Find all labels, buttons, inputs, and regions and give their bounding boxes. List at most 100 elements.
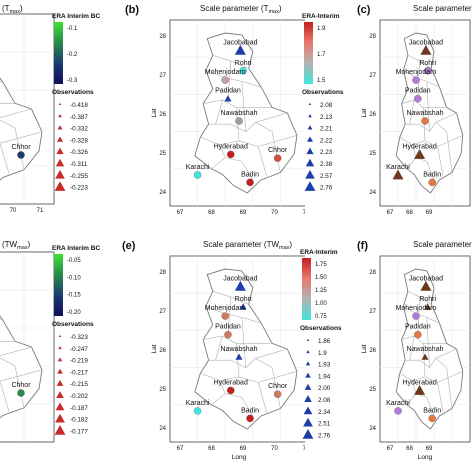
obs-symbol (305, 372, 311, 378)
obs-value: 2.22 (320, 137, 333, 144)
obs-value: 2.23 (320, 149, 333, 156)
panel-title: Scale parameter (TWmax) (203, 240, 292, 251)
obs-value: -0.215 (70, 381, 88, 388)
district-boundary (203, 99, 273, 108)
obs-symbol (303, 417, 313, 427)
district-boundary (435, 358, 453, 409)
station-marker (421, 117, 429, 125)
city-label: Rohri (419, 296, 436, 303)
obs-value: 2.57 (320, 173, 333, 180)
station-marker (412, 76, 420, 84)
station-marker (239, 67, 247, 75)
city-label: Karachi (386, 164, 410, 171)
obs-value: 1.86 (318, 338, 331, 345)
city-label: Jacobabad (409, 39, 443, 46)
district-boundary (258, 382, 267, 413)
x-tick-label: 68 (208, 446, 215, 452)
x-tick-label: 67 (387, 210, 394, 216)
y-tick-label: 28 (159, 34, 166, 40)
district-boundary (203, 335, 273, 344)
colorbar-tick: 0.75 (315, 314, 327, 320)
panel-letter: (b) (125, 4, 139, 16)
colorbar (304, 22, 313, 84)
district-boundary (422, 343, 426, 377)
obs-symbol (307, 136, 313, 142)
station-marker (421, 353, 429, 360)
city-label: Jacobabad (223, 39, 257, 46)
obs-title: Observations (300, 325, 342, 332)
panel-letter: (c) (357, 4, 371, 16)
colorbar-tick: -0.05 (67, 258, 81, 264)
y-tick-label: 26 (369, 348, 376, 354)
x-tick-label: 70 (10, 208, 17, 214)
station-marker (17, 151, 25, 159)
city-label: Karachi (186, 400, 210, 407)
province-outline (395, 268, 464, 430)
x-tick-label: 71 (303, 210, 310, 216)
obs-title: Observations (52, 321, 94, 328)
city-label: Nawabshah (407, 110, 444, 117)
city-label: Mohenjodaro (396, 69, 437, 76)
city-label: Mohenjodaro (396, 305, 437, 312)
city-label: Hyderabad (402, 143, 436, 150)
city-label: Rohri (235, 296, 252, 303)
province-outline (194, 32, 298, 194)
province-outline (395, 32, 464, 194)
panel-title-text: Scale parameter (TWmax) (203, 240, 292, 251)
obs-symbol (54, 181, 66, 191)
city-label: Jacobabad (409, 275, 443, 282)
y-tick-label: 28 (369, 34, 376, 40)
station-marker (224, 330, 232, 339)
y-axis-label: Lat (361, 108, 368, 117)
city-label: Chhor (268, 147, 288, 154)
station-marker (273, 154, 282, 162)
province-outline (194, 268, 298, 430)
district-boundary (409, 335, 415, 361)
city-label: Nawabshah (407, 346, 444, 353)
panel-f: Jacobabad Rohri Mohenjodaro Padidan Nawabsha… (361, 255, 471, 461)
obs-symbol (55, 158, 65, 167)
colorbar (54, 254, 63, 316)
colorbar-tick: 1.9 (317, 26, 326, 32)
obs-symbol (56, 147, 64, 155)
district-boundary (412, 144, 417, 158)
station-marker (428, 178, 436, 187)
obs-symbol (58, 334, 62, 337)
y-tick-label: 25 (159, 151, 166, 157)
district-boundary (205, 69, 262, 88)
station-marker (392, 169, 404, 180)
obs-value: -0.182 (70, 417, 88, 424)
district-boundary (435, 122, 453, 173)
legend-title: ERA-Interim (302, 13, 340, 20)
station-marker (414, 94, 422, 103)
district-boundary (0, 143, 10, 174)
y-axis-label: Lat (151, 344, 158, 353)
panel-title-text: Scale parameter (Tmax (413, 4, 474, 15)
city-label: Hyderabad (214, 143, 248, 150)
district-boundary (409, 99, 415, 125)
colorbar-tick: 1.25 (315, 288, 327, 294)
station-marker (234, 280, 246, 291)
district-boundary (0, 369, 43, 382)
panel-title-text: Scale parameter (TW (413, 240, 474, 249)
obs-value: -0.217 (70, 369, 88, 376)
city-label: Karachi (186, 164, 210, 171)
obs-symbol (55, 170, 65, 179)
district-boundary (426, 81, 430, 132)
obs-symbol (302, 429, 314, 439)
x-tick-label: 69 (240, 446, 247, 452)
colorbar-tick: 1.50 (315, 275, 327, 281)
colorbar-tick: -0.20 (67, 310, 81, 316)
city-label: Jacobabad (223, 275, 257, 282)
obs-symbol (57, 136, 63, 142)
district-boundary (241, 81, 247, 132)
city-label: Padidan (405, 324, 431, 331)
district-boundary (0, 131, 43, 144)
obs-value: 2.34 (318, 409, 331, 416)
obs-value: -0.177 (70, 428, 88, 435)
x-tick-label: 70 (271, 446, 278, 452)
obs-symbol (305, 158, 315, 167)
y-tick-label: 27 (159, 73, 166, 79)
panel-letter: (f) (357, 240, 368, 252)
